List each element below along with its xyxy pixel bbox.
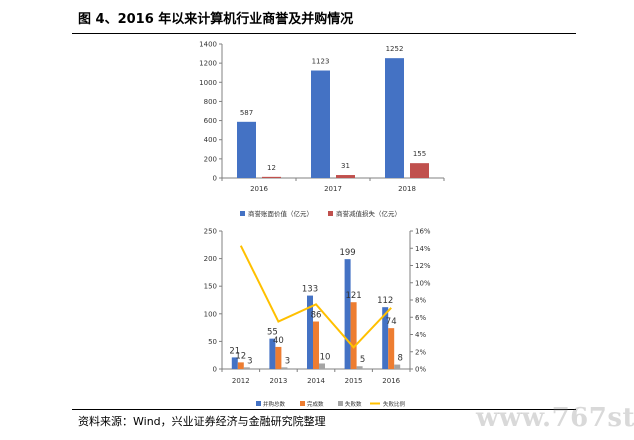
y2-tick-label: 10% <box>415 279 431 287</box>
legend-label: 商誉减值损失（亿元） <box>336 209 401 218</box>
data-label: 12 <box>267 164 276 172</box>
x-tick-label: 2013 <box>269 377 287 385</box>
data-label: 133 <box>302 285 318 295</box>
bar-2016-total <box>382 307 389 369</box>
bar-2016-series-2 <box>262 176 281 178</box>
y2-tick-label: 12% <box>415 262 431 270</box>
data-label: 86 <box>311 311 322 321</box>
bar-2015-failed <box>356 366 363 369</box>
y2-tick-label: 4% <box>415 331 426 339</box>
data-label: 5 <box>360 355 365 365</box>
legend-label: 并购总数 <box>263 400 286 408</box>
source-note: 资料来源：Wind，兴业证券经济与金融研究院整理 <box>78 415 326 428</box>
title-underline <box>72 33 576 34</box>
x-tick-label: 2012 <box>232 377 250 385</box>
data-label: 74 <box>386 317 397 327</box>
bar-2012-failed <box>243 367 250 369</box>
data-label: 12 <box>235 351 246 361</box>
bar-2017-series-1 <box>311 70 330 178</box>
bar-2016-failed <box>394 364 401 369</box>
bar-2012-total <box>231 357 238 369</box>
data-label: 10 <box>320 352 331 362</box>
data-label: 31 <box>341 162 350 170</box>
y2-tick-label: 16% <box>415 228 431 236</box>
x-tick-label: 2018 <box>398 185 416 193</box>
y-tick-label: 50 <box>208 338 217 346</box>
x-tick-label: 2016 <box>250 185 268 193</box>
y2-tick-label: 2% <box>415 348 426 356</box>
failure-ratio-line <box>239 245 392 349</box>
y-tick-label: 200 <box>204 255 217 263</box>
data-label: 8 <box>397 354 402 364</box>
data-label: 1252 <box>386 45 404 53</box>
data-label: 3 <box>285 356 290 366</box>
y2-tick-label: 0% <box>415 366 426 374</box>
legend-swatch <box>240 211 245 216</box>
y-tick-label: 1400 <box>199 41 217 49</box>
y2-tick-label: 8% <box>415 297 426 305</box>
data-label: 112 <box>377 296 393 306</box>
data-label: 3 <box>247 356 252 366</box>
y-tick-label: 0 <box>213 175 217 183</box>
bar-2017-series-2 <box>336 175 355 178</box>
data-label: 199 <box>339 248 355 258</box>
y-tick-label: 100 <box>204 310 217 318</box>
y-tick-label: 150 <box>204 283 217 291</box>
legend-label: 失败数 <box>345 400 362 408</box>
bar-2016-series-1 <box>237 121 256 178</box>
data-label: 40 <box>273 336 284 346</box>
watermark: www.767stock.com <box>476 403 634 433</box>
x-tick-label: 2015 <box>345 377 363 385</box>
legend-swatch <box>256 401 261 406</box>
bar-2015-total <box>344 259 351 369</box>
data-label: 587 <box>240 109 253 117</box>
bar-2018-series-1 <box>385 58 404 179</box>
legend-label: 商誉账面价值（亿元） <box>248 209 313 218</box>
data-label: 21 <box>229 346 240 356</box>
data-label: 155 <box>413 150 426 158</box>
x-tick-label: 2014 <box>307 377 325 385</box>
data-label: 121 <box>345 291 361 301</box>
source-divider <box>72 409 576 410</box>
y-tick-label: 1200 <box>199 60 217 68</box>
legend-swatch <box>300 401 305 406</box>
legend-swatch <box>328 211 333 216</box>
bar-2014-total <box>307 295 313 369</box>
y-tick-label: 250 <box>204 228 217 236</box>
x-tick-label: 2016 <box>382 377 400 385</box>
bar-2012-completed <box>237 362 244 369</box>
bar-2013-total <box>269 338 276 369</box>
bar-2015-completed <box>350 302 357 369</box>
bar-2013-failed <box>281 367 288 369</box>
x-tick-label: 2017 <box>324 185 342 193</box>
legend-swatch <box>338 401 343 406</box>
y-tick-label: 600 <box>204 117 217 125</box>
y2-tick-label: 6% <box>415 314 426 322</box>
bar-2014-failed <box>319 363 325 369</box>
page-title: 图 4、2016 年以来计算机行业商誉及并购情况 <box>78 12 354 27</box>
y2-tick-label: 14% <box>415 245 431 253</box>
bar-2014-completed <box>313 321 319 369</box>
legend-label: 失败比例 <box>383 400 406 408</box>
data-label: 1123 <box>312 58 330 66</box>
bar-2016-completed <box>388 328 395 369</box>
bar-2018-series-2 <box>410 163 429 178</box>
data-label: 55 <box>267 328 278 338</box>
y-tick-label: 1000 <box>199 79 217 87</box>
y-tick-label: 200 <box>204 155 217 163</box>
y-tick-label: 800 <box>204 98 217 106</box>
y-tick-label: 0 <box>213 366 217 374</box>
y-tick-label: 400 <box>204 136 217 144</box>
bar-2013-completed <box>275 346 282 369</box>
legend-label: 完成数 <box>307 400 324 408</box>
